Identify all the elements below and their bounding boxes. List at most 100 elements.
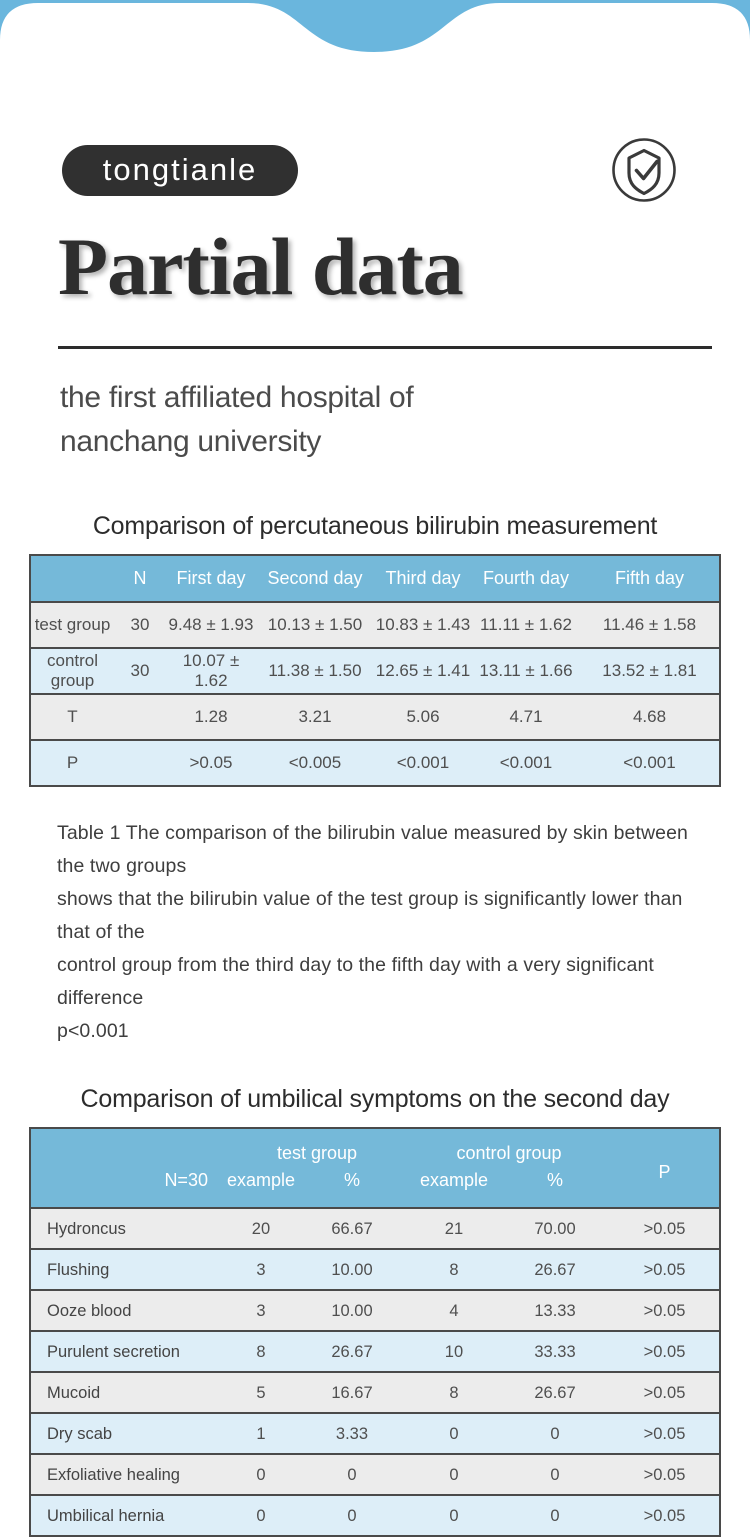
cell-value: 0 (499, 1413, 610, 1454)
cell-value: 3 (225, 1249, 296, 1290)
table1-title: Comparison of percutaneous bilirubin mea… (92, 512, 658, 540)
row-label: Mucoid (29, 1372, 226, 1413)
row-label: Purulent secretion (29, 1331, 226, 1372)
cell-value: <0.001 (580, 740, 720, 786)
cell-value: 8 (407, 1372, 500, 1413)
table1-col-blank (30, 555, 114, 602)
cell-value: 0 (225, 1495, 296, 1536)
table2-col-n30: N=30 (29, 1170, 226, 1208)
cell-value: 12.65 ± 1.41 (374, 648, 472, 694)
cell-value: 8 (407, 1249, 500, 1290)
symptoms-table: test group control group P N=30 example … (28, 1127, 721, 1537)
table-row: Mucoid 5 16.67 8 26.67 >0.05 (29, 1372, 720, 1413)
note-line: shows that the bilirubin value of the te… (57, 888, 683, 943)
cell-value: 0 (407, 1454, 500, 1495)
cell-value: 5.06 (374, 694, 472, 740)
row-label: Exfoliative healing (29, 1454, 226, 1495)
cell-value: 16.67 (295, 1372, 408, 1413)
cell-value: 66.67 (295, 1208, 408, 1249)
table2-col-control-percent: % (499, 1170, 610, 1208)
table1-header-row: N First day Second day Third day Fourth … (30, 555, 720, 602)
cell-value: 10.07 ± 1.62 (166, 648, 256, 694)
table-row: Exfoliative healing 0 0 0 0 >0.05 (29, 1454, 720, 1495)
table2-group-control: control group (407, 1128, 610, 1170)
cell-value: 3.21 (256, 694, 374, 740)
cell-value: >0.05 (610, 1208, 720, 1249)
shield-check-icon (610, 136, 678, 204)
cell-n: 30 (114, 602, 166, 648)
cell-value: 0 (295, 1495, 408, 1536)
cell-value: 33.33 (499, 1331, 610, 1372)
cell-value: 26.67 (499, 1249, 610, 1290)
cell-value: >0.05 (610, 1249, 720, 1290)
cell-value: >0.05 (610, 1372, 720, 1413)
cell-value: >0.05 (166, 740, 256, 786)
cell-value: 26.67 (499, 1372, 610, 1413)
cell-n: 30 (114, 648, 166, 694)
cell-value: 11.11 ± 1.62 (472, 602, 580, 648)
row-label: T (30, 694, 114, 740)
cell-value: 70.00 (499, 1208, 610, 1249)
cell-value: 4.68 (580, 694, 720, 740)
brand-logo: tongtianle (62, 144, 298, 196)
cell-value: 26.67 (295, 1331, 408, 1372)
cell-value: 10.00 (295, 1249, 408, 1290)
cell-value: <0.001 (374, 740, 472, 786)
table-row: Dry scab 1 3.33 0 0 >0.05 (29, 1413, 720, 1454)
table2-group-header-row: test group control group P (29, 1128, 720, 1208)
cell-value: 21 (407, 1208, 500, 1249)
row-label: test group (30, 602, 114, 648)
cell-value: 10.13 ± 1.50 (256, 602, 374, 648)
table2-group-test: test group (225, 1128, 408, 1170)
subtitle-line-1: the first affiliated hospital of (60, 381, 414, 414)
table-row: test group 30 9.48 ± 1.93 10.13 ± 1.50 1… (30, 602, 720, 648)
note-line: Table 1 The comparison of the bilirubin … (57, 822, 688, 877)
cell-value: 13.11 ± 1.66 (472, 648, 580, 694)
cell-value: >0.05 (610, 1290, 720, 1331)
hospital-subtitle: the first affiliated hospital of nanchan… (60, 376, 750, 464)
table-row: Hydroncus 20 66.67 21 70.00 >0.05 (29, 1208, 720, 1249)
cell-value: >0.05 (610, 1495, 720, 1536)
table2-sub-header-row: N=30 example % example % (29, 1170, 720, 1208)
table2-col-test-percent: % (295, 1170, 408, 1208)
table1-note: Table 1 The comparison of the bilirubin … (57, 817, 717, 1048)
cell-value: 11.38 ± 1.50 (256, 648, 374, 694)
cell-value: 3.33 (295, 1413, 408, 1454)
table-row: T 1.28 3.21 5.06 4.71 4.68 (30, 694, 720, 740)
subtitle-line-2: nanchang university (60, 425, 322, 458)
cell-value: 1 (225, 1413, 296, 1454)
table2-col-p: P (610, 1128, 720, 1208)
cell-value: 4 (407, 1290, 500, 1331)
bilirubin-table: N First day Second day Third day Fourth … (29, 554, 721, 787)
cell-value: <0.005 (256, 740, 374, 786)
cell-value: 20 (225, 1208, 296, 1249)
row-label: Ooze blood (29, 1290, 226, 1331)
table2-col-blank (29, 1128, 226, 1170)
cell-value: 13.52 ± 1.81 (580, 648, 720, 694)
table2-col-test-example: example (225, 1170, 296, 1208)
note-line: control group from the third day to the … (57, 954, 654, 1009)
cell-value: 5 (225, 1372, 296, 1413)
cell-value: >0.05 (610, 1331, 720, 1372)
row-label: control group (30, 648, 114, 694)
table1-col-third-day: Third day (374, 555, 472, 602)
cell-n (114, 694, 166, 740)
cell-value: 0 (499, 1495, 610, 1536)
row-label: Hydroncus (29, 1208, 226, 1249)
brand-logo-text: tongtianle (102, 152, 258, 187)
cell-value: 9.48 ± 1.93 (166, 602, 256, 648)
brand-row: tongtianle (62, 136, 688, 204)
table2-col-control-example: example (407, 1170, 500, 1208)
table2-title: Comparison of umbilical symptoms on the … (80, 1085, 670, 1113)
cell-value: 10 (407, 1331, 500, 1372)
cell-value: 0 (295, 1454, 408, 1495)
table-row: Umbilical hernia 0 0 0 0 >0.05 (29, 1495, 720, 1536)
table1-col-second-day: Second day (256, 555, 374, 602)
cell-value: 10.83 ± 1.43 (374, 602, 472, 648)
note-line: p<0.001 (57, 1020, 129, 1042)
cell-value: >0.05 (610, 1454, 720, 1495)
title-divider (58, 346, 712, 349)
table-row: Ooze blood 3 10.00 4 13.33 >0.05 (29, 1290, 720, 1331)
row-label: Flushing (29, 1249, 226, 1290)
cell-value: >0.05 (610, 1413, 720, 1454)
